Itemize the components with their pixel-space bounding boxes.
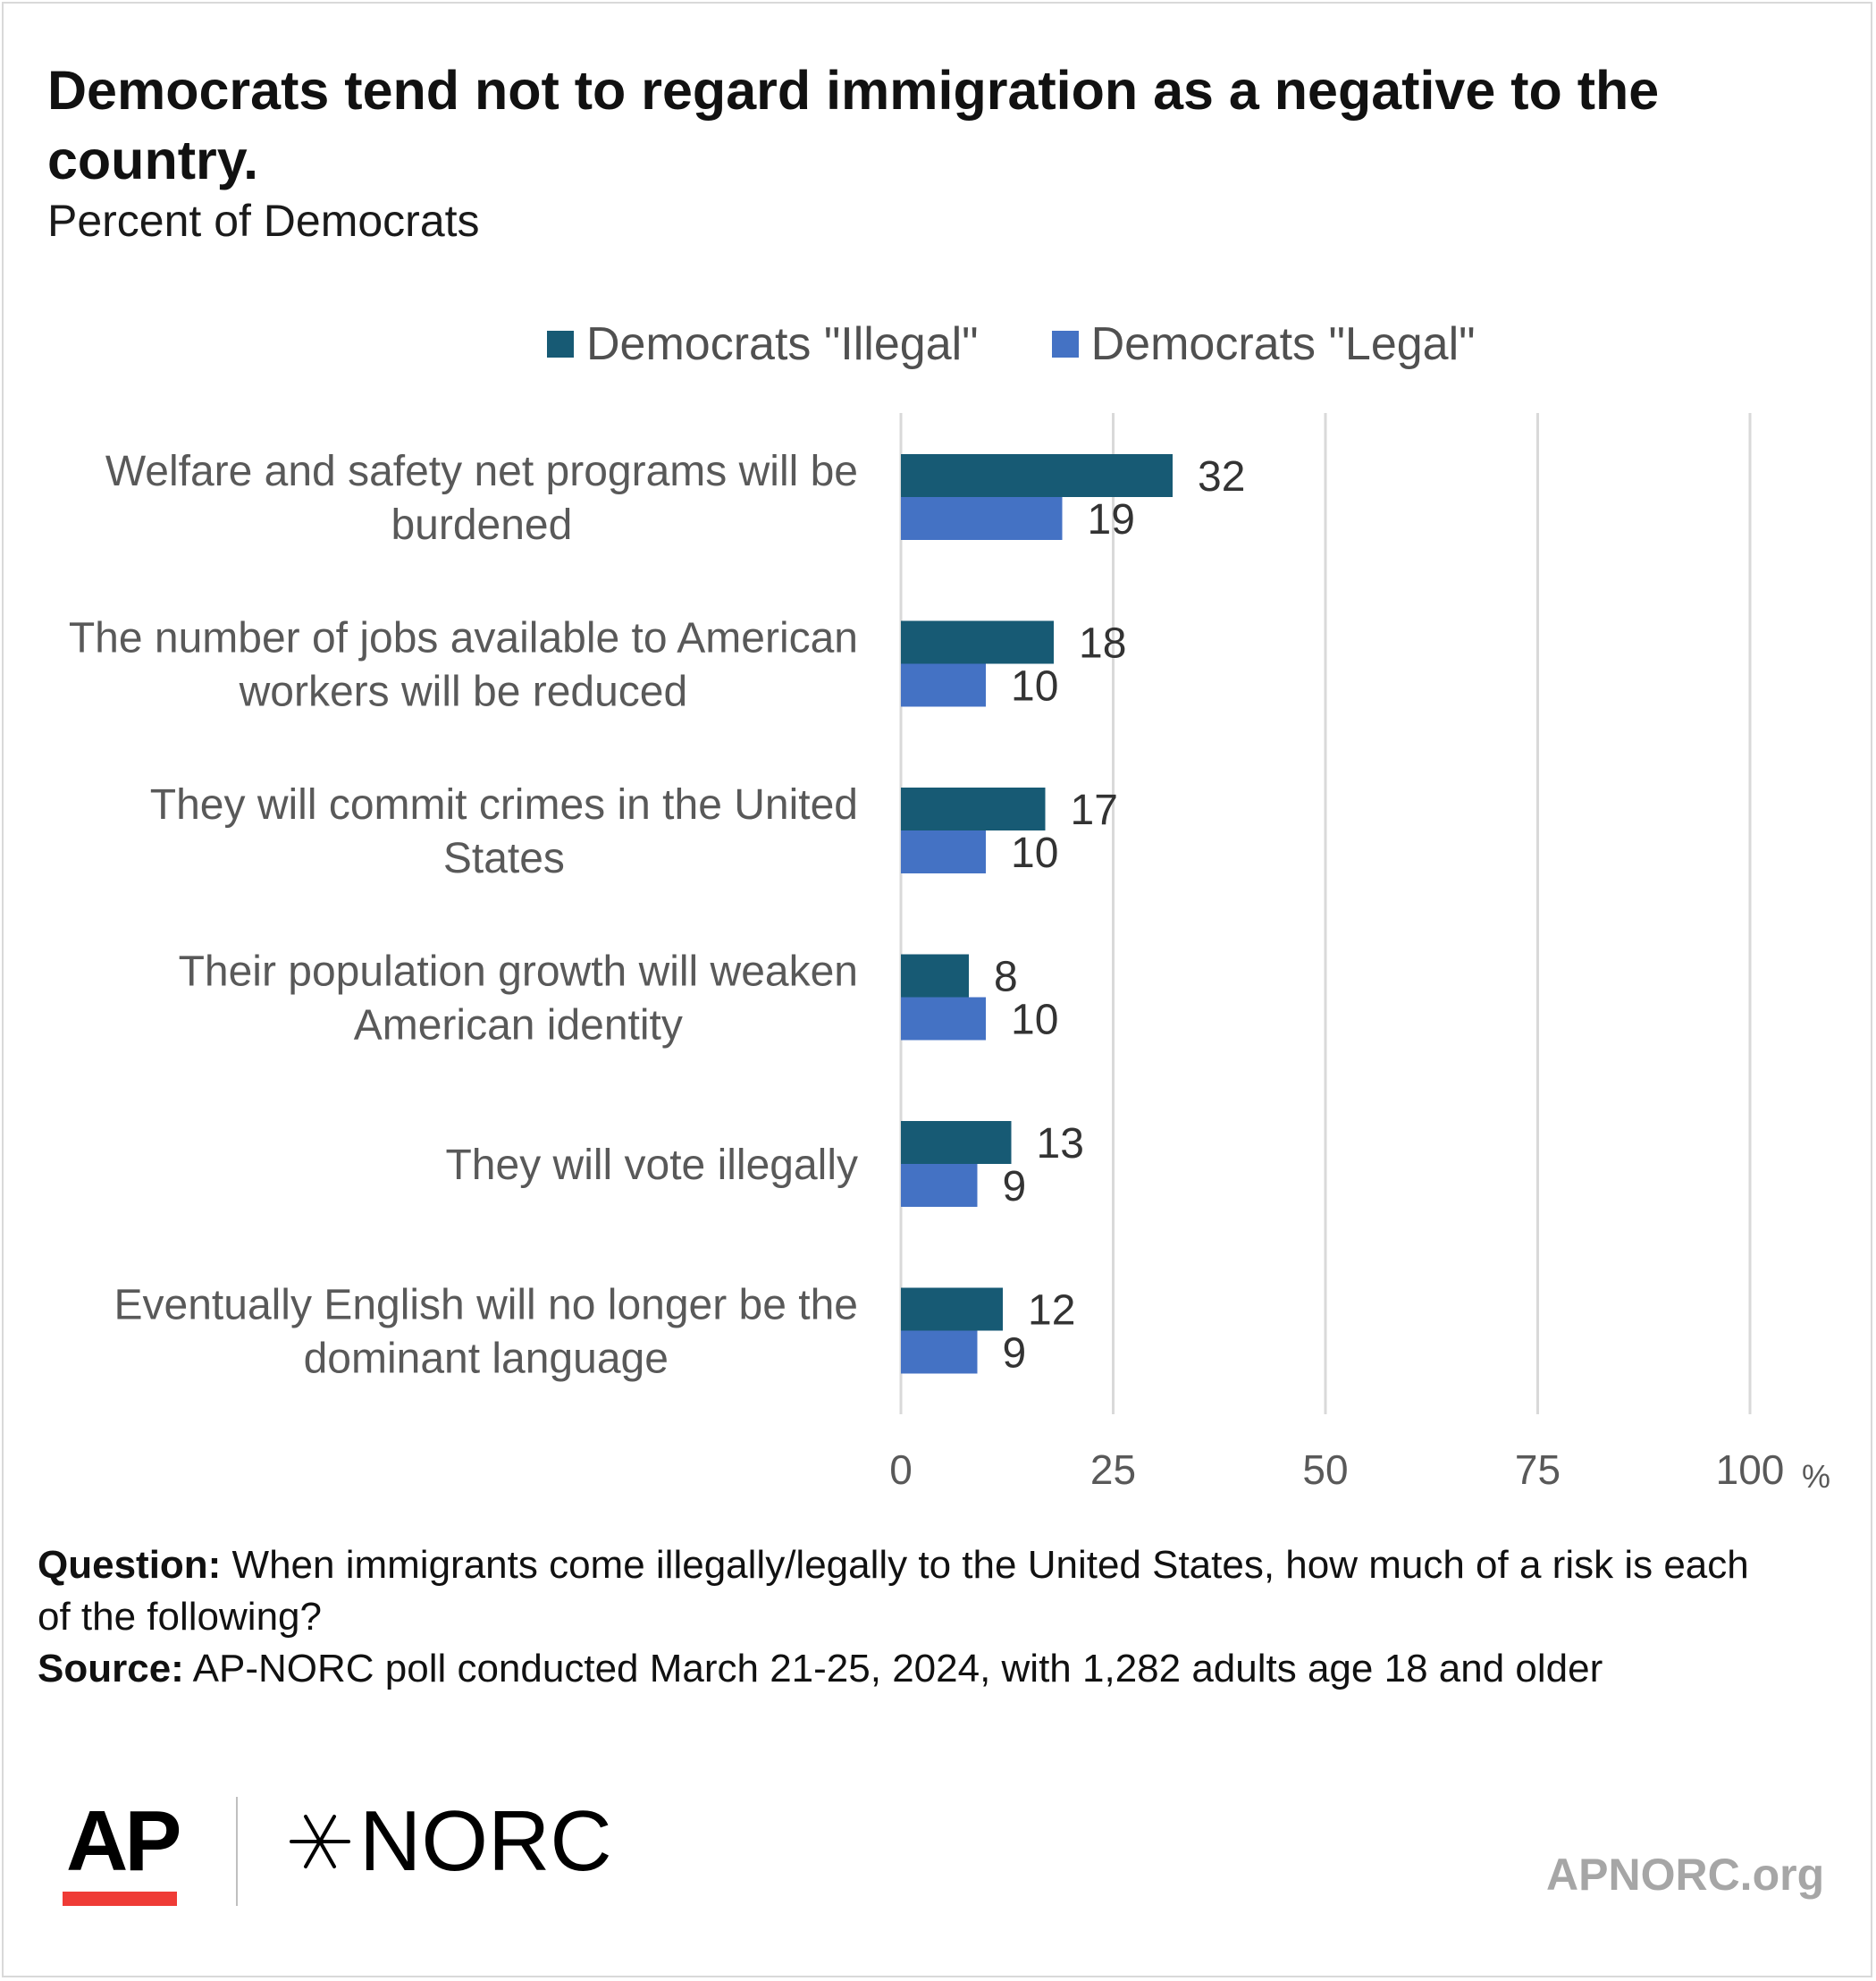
- data-label-legal-5: 9: [1003, 1330, 1027, 1378]
- category-label-2: They will commit crimes in the United Sta…: [150, 781, 858, 882]
- category-label-line: The number of jobs available to American: [69, 615, 858, 662]
- question-text: When immigrants come illegally/legally t…: [38, 1543, 1749, 1639]
- chart-title: Democrats tend not to regard immigration…: [47, 60, 1660, 190]
- bar-legal-0: [901, 497, 1063, 540]
- notes: Question: When immigrants come illegally…: [38, 1539, 1780, 1695]
- logo-divider: [236, 1797, 238, 1906]
- bar-illegal-1: [901, 620, 1054, 664]
- data-label-legal-4: 9: [1003, 1163, 1027, 1210]
- site-url: APNORC.org: [1546, 1850, 1825, 1900]
- bar-illegal-5: [901, 1287, 1003, 1331]
- category-label-3: Their population growth will weaken Ameri…: [179, 948, 858, 1050]
- legend-swatch-illegal: [547, 331, 574, 358]
- category-label-line: Eventually English will no longer be the: [114, 1282, 859, 1329]
- legend-item-legal: Democrats "Legal": [1051, 317, 1476, 371]
- bar-legal-4: [901, 1164, 978, 1207]
- category-label-line: burdened: [391, 502, 572, 549]
- x-tick-label-25: 25: [1090, 1446, 1136, 1493]
- bar-illegal-0: [901, 454, 1173, 497]
- source-label: Source:: [38, 1647, 184, 1690]
- norc-star-icon: [290, 1815, 350, 1868]
- category-labels: Welfare and safety net programs will be b…: [69, 448, 858, 1383]
- legend: Democrats "Illegal" Democrats "Legal": [547, 317, 1549, 371]
- category-label-4: They will vote illegally: [445, 1142, 858, 1189]
- data-label-legal-3: 10: [1011, 997, 1058, 1044]
- category-label-line: American identity: [354, 1002, 683, 1050]
- category-label-0: Welfare and safety net programs will be b…: [105, 448, 858, 549]
- x-tick-label-0: 0: [889, 1446, 913, 1493]
- category-label-line: Their population growth will weaken: [179, 948, 858, 996]
- question-label: Question:: [38, 1543, 222, 1587]
- category-label-line: States: [443, 835, 565, 882]
- x-tick-label-100: 100: [1716, 1446, 1785, 1493]
- category-label-line: They will commit crimes in the United: [150, 781, 858, 829]
- bars: [901, 454, 1173, 1374]
- bar-illegal-3: [901, 954, 969, 998]
- question-note: Question: When immigrants come illegally…: [38, 1539, 1780, 1643]
- norc-logo-text: NORC: [359, 1793, 612, 1889]
- ap-logo-underline: [63, 1892, 177, 1906]
- ap-logo: AP: [66, 1793, 181, 1889]
- category-label-line: Welfare and safety net programs will be: [105, 448, 858, 495]
- category-label-5: Eventually English will no longer be the…: [114, 1282, 859, 1383]
- legend-item-illegal: Democrats "Illegal": [547, 317, 979, 371]
- x-tick-label-50: 50: [1302, 1446, 1348, 1493]
- chart-subtitle: Percent of Democrats: [47, 196, 480, 246]
- bar-illegal-2: [901, 788, 1046, 830]
- bar-chart: Welfare and safety net programs will be b…: [69, 413, 1830, 1495]
- x-tick-label-75: 75: [1515, 1446, 1561, 1493]
- data-label-legal-1: 10: [1011, 663, 1058, 711]
- x-unit-label: %: [1802, 1458, 1830, 1495]
- bar-legal-5: [901, 1330, 978, 1374]
- gridlines: [899, 413, 1752, 1414]
- category-label-line: They will vote illegally: [445, 1142, 858, 1189]
- x-axis-ticks: 0 25 50 75 100%: [889, 1446, 1830, 1495]
- legend-label-illegal: Democrats "Illegal": [586, 318, 979, 370]
- data-label-illegal-3: 8: [994, 954, 1018, 1001]
- bar-illegal-4: [901, 1121, 1012, 1164]
- data-label-illegal-2: 17: [1071, 787, 1118, 834]
- bar-legal-1: [901, 663, 986, 707]
- bar-legal-3: [901, 997, 986, 1041]
- data-label-illegal-5: 12: [1028, 1287, 1075, 1335]
- norc-logo: NORC: [286, 1797, 612, 1886]
- data-label-legal-0: 19: [1088, 496, 1135, 544]
- data-label-illegal-1: 18: [1079, 620, 1126, 668]
- category-label-1: The number of jobs available to American…: [69, 615, 858, 716]
- source-note: Source: AP-NORC poll conducted March 21-…: [38, 1643, 1780, 1695]
- data-label-illegal-0: 32: [1198, 453, 1245, 501]
- legend-swatch-legal: [1051, 331, 1079, 358]
- data-label-legal-2: 10: [1011, 830, 1058, 877]
- source-text: AP-NORC poll conducted March 21-25, 2024…: [183, 1647, 1603, 1690]
- legend-label-legal: Democrats "Legal": [1090, 318, 1476, 370]
- category-label-line: dominant language: [304, 1336, 669, 1383]
- bar-legal-2: [901, 830, 986, 873]
- data-label-illegal-4: 13: [1037, 1120, 1084, 1168]
- category-label-line: workers will be reduced: [239, 669, 688, 716]
